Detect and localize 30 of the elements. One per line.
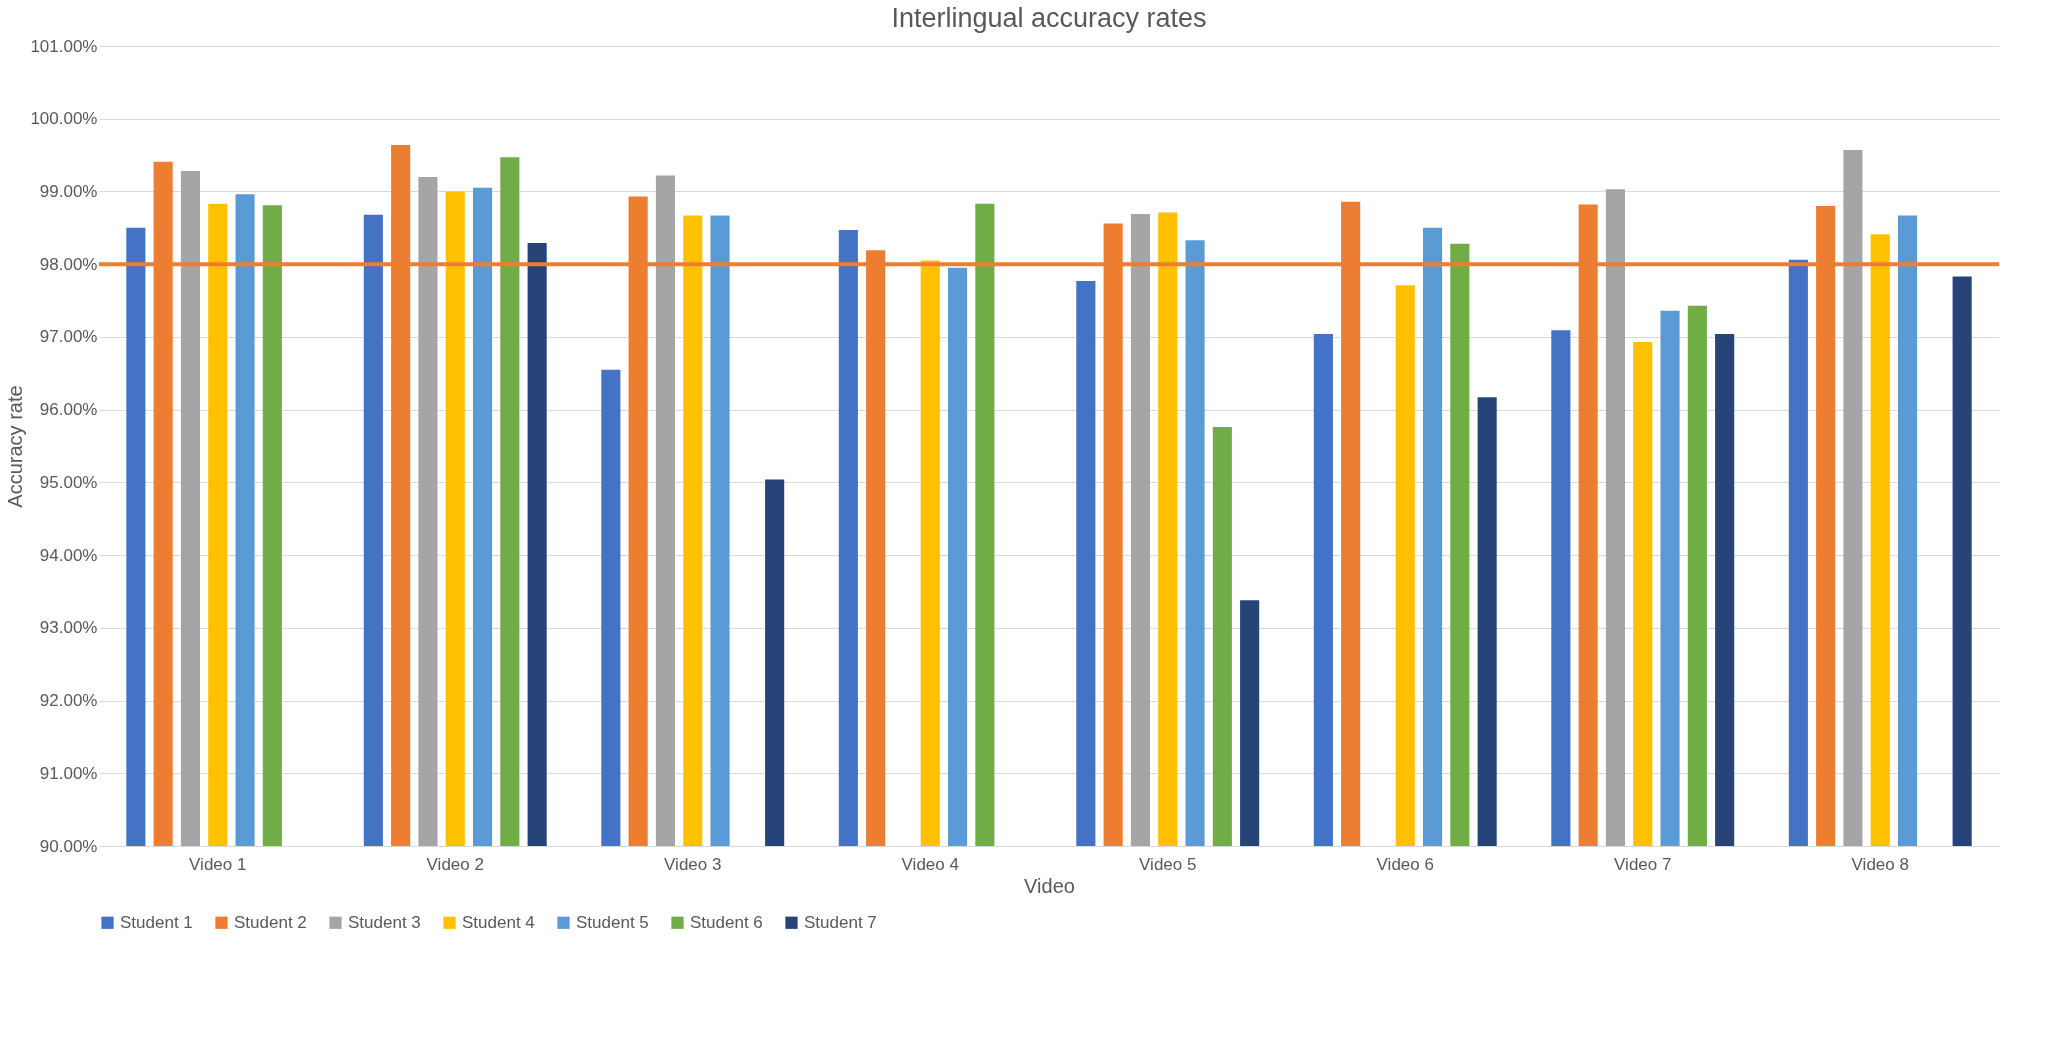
y-tick-label: 98.00% — [39, 254, 98, 274]
legend-label: Student 5 — [576, 912, 649, 932]
x-tick-label: Video 1 — [189, 854, 247, 874]
legend-label: Student 1 — [120, 912, 193, 932]
y-tick-label: 95.00% — [39, 472, 98, 492]
x-tick-label: Video 2 — [426, 854, 484, 874]
y-tick-label: 99.00% — [39, 181, 98, 201]
y-tick-label: 101.00% — [30, 36, 98, 56]
x-tick-label: Video 5 — [1139, 854, 1197, 874]
legend-label: Student 4 — [462, 912, 535, 932]
legend-label: Student 2 — [234, 912, 307, 932]
y-tick-label: 92.00% — [39, 691, 98, 711]
y-tick-label: 94.00% — [39, 545, 98, 565]
legend-label: Student 6 — [690, 912, 763, 932]
x-tick-label: Video 6 — [1376, 854, 1434, 874]
x-tick-label: Video 8 — [1851, 854, 1909, 874]
y-tick-label: 100.00% — [30, 109, 98, 129]
legend-label: Student 3 — [348, 912, 421, 932]
y-tick-label: 90.00% — [39, 836, 98, 856]
y-tick-label: 97.00% — [39, 327, 98, 347]
y-tick-label: 91.00% — [39, 763, 98, 783]
chart-title: Interlingual accuracy rates — [891, 3, 1207, 33]
x-tick-label: Video 7 — [1614, 854, 1672, 874]
x-axis-title: Video — [1024, 874, 1075, 897]
x-tick-label: Video 3 — [664, 854, 722, 874]
y-axis-title: Accuracy rate — [4, 385, 27, 508]
y-tick-label: 96.00% — [39, 400, 98, 420]
y-tick-label: 93.00% — [39, 618, 98, 638]
legend-label: Student 7 — [804, 912, 877, 932]
x-tick-label: Video 4 — [901, 854, 959, 874]
